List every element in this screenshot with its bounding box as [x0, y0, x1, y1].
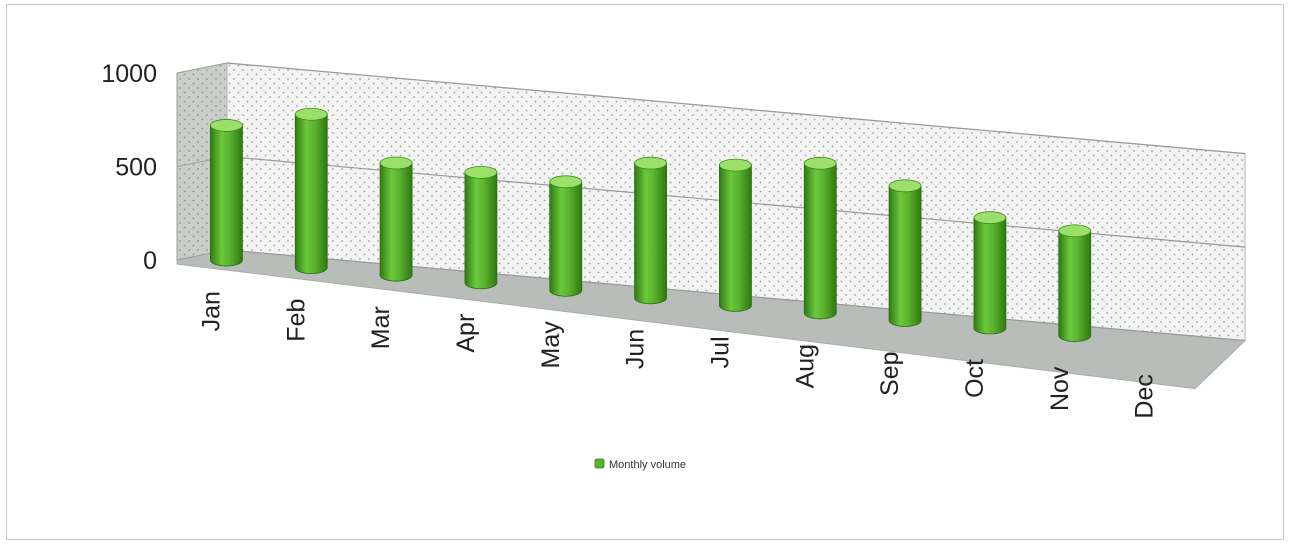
- bar-top: [294, 107, 328, 121]
- bar-top: [379, 156, 413, 170]
- bar-body: [803, 162, 837, 320]
- chart-frame: 0 500 1000 Jan Feb Mar Apr May Jun Jul Aug Sep Oct N…: [6, 4, 1284, 540]
- legend-swatch: [594, 458, 605, 469]
- y-tick-label: 500: [115, 154, 157, 182]
- x-tick-label: Nov: [1046, 366, 1074, 411]
- bar-top: [719, 158, 752, 172]
- legend-label: Monthly volume: [609, 459, 686, 471]
- bar-top: [888, 179, 922, 193]
- bar-body: [379, 162, 413, 282]
- bar-top: [973, 211, 1007, 225]
- bar-body: [294, 113, 328, 275]
- bar-may: [549, 175, 583, 297]
- bar-mar: [379, 156, 413, 282]
- x-tick-label: Sep: [876, 351, 904, 395]
- bar-jan: [210, 119, 243, 267]
- x-tick-label: May: [537, 321, 565, 369]
- bar-nov: [1058, 224, 1092, 342]
- bar-top: [210, 119, 243, 132]
- bar-top: [1058, 224, 1092, 238]
- x-tick-label: Jan: [197, 291, 225, 331]
- bar-aug: [803, 156, 837, 320]
- bar-body: [719, 164, 752, 312]
- bar-body: [549, 181, 583, 297]
- bar-body: [210, 125, 243, 267]
- x-tick-label: Oct: [961, 359, 989, 398]
- bar-oct: [973, 211, 1007, 335]
- bar-body: [464, 171, 498, 290]
- bar-top: [549, 175, 583, 189]
- y-tick-label: 1000: [101, 60, 157, 88]
- legend: Monthly volume: [594, 458, 686, 471]
- x-tick-label: Dec: [1131, 374, 1159, 418]
- x-tick-label: Jun: [622, 329, 650, 369]
- bar-top: [803, 156, 837, 170]
- y-tick-labels: 0 500 1000: [101, 60, 157, 275]
- x-tick-label: Aug: [791, 344, 819, 388]
- x-tick-label: Apr: [452, 314, 480, 353]
- bar-body: [1058, 230, 1092, 342]
- bars: [210, 107, 1092, 342]
- x-tick-label: Mar: [367, 306, 395, 349]
- bar-body: [888, 185, 922, 327]
- x-tick-label: Feb: [282, 299, 310, 342]
- bar-body: [973, 217, 1007, 335]
- chart-area: 0 500 1000 Jan Feb Mar Apr May Jun Jul Aug Sep Oct N…: [101, 60, 1247, 471]
- gridline: [226, 62, 1246, 155]
- x-tick-labels: Jan Feb Mar Apr May Jun Jul Aug Sep Oct Nov Dec: [197, 291, 1158, 419]
- bar-body: [634, 162, 667, 305]
- bar-sep: [888, 179, 922, 327]
- bar-jul: [719, 158, 752, 312]
- x-tick-label: Jul: [706, 336, 734, 368]
- bar-top: [464, 165, 498, 179]
- y-tick-label: 0: [143, 247, 157, 275]
- gridline-side: [176, 62, 228, 74]
- bar-feb: [294, 107, 328, 275]
- bar-jun: [634, 156, 667, 305]
- bar-apr: [464, 165, 498, 290]
- bar-top: [634, 156, 667, 170]
